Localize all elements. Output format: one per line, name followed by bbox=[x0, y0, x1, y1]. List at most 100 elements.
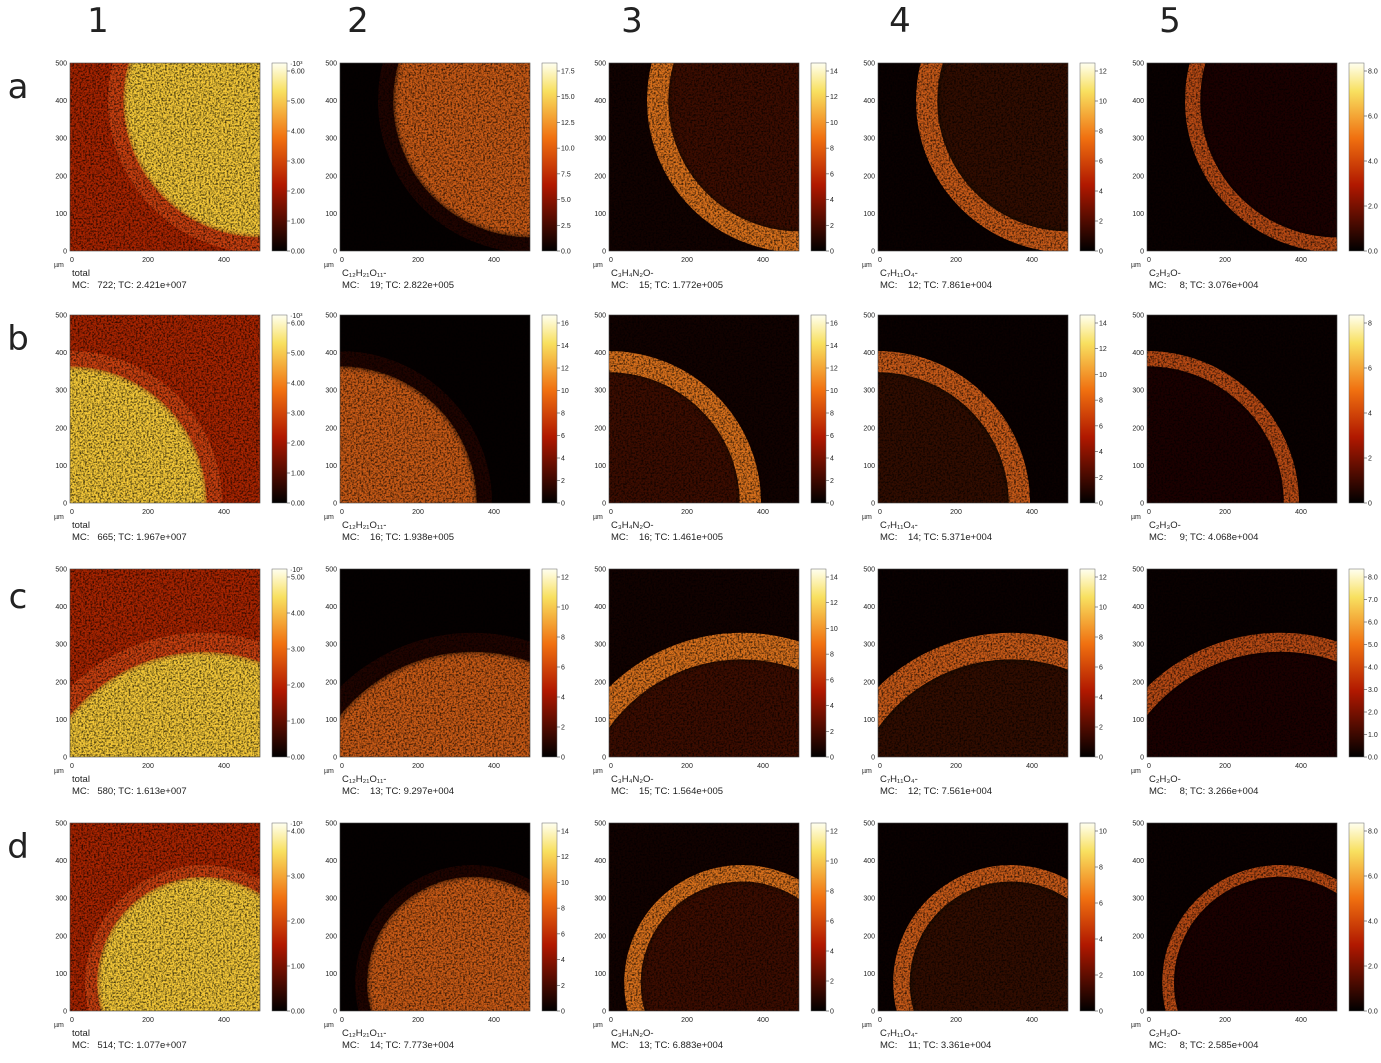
colorbar-tick-label: 8.0 bbox=[1368, 69, 1378, 76]
x-tick-label: 0 bbox=[878, 257, 882, 264]
colorbar-tick-label: 4.00 bbox=[291, 611, 305, 618]
y-tick-label: 400 bbox=[594, 350, 606, 357]
colorbar bbox=[1349, 823, 1364, 1011]
x-tick-label: 400 bbox=[1026, 509, 1038, 516]
x-tick-label: 200 bbox=[681, 509, 693, 516]
speckle bbox=[609, 569, 799, 757]
y-tick-label: 300 bbox=[863, 388, 875, 395]
colorbar-tick-label: 6.0 bbox=[1368, 874, 1378, 881]
speckle bbox=[1147, 63, 1337, 251]
colorbar-tick-label: 0.0 bbox=[1368, 755, 1378, 762]
y-tick-label: 200 bbox=[55, 173, 67, 180]
column-label: 1 bbox=[87, 1, 109, 41]
y-tick-label: 100 bbox=[55, 463, 67, 470]
colorbar-tick-label: 2 bbox=[561, 478, 565, 485]
ion-image bbox=[1147, 0, 1381, 251]
axis-unit: µm bbox=[324, 514, 334, 521]
colorbar-tick-label: 10 bbox=[561, 388, 569, 395]
x-tick-label: 0 bbox=[1147, 257, 1151, 264]
column-label: 5 bbox=[1159, 1, 1181, 41]
colorbar-tick-label: 0 bbox=[830, 1009, 834, 1016]
y-tick-label: 300 bbox=[1132, 642, 1144, 649]
axis-unit: µm bbox=[1131, 768, 1141, 775]
x-tick-label: 200 bbox=[950, 763, 962, 770]
colorbar-tick-label: 12 bbox=[1099, 69, 1107, 76]
colorbar-tick-label: 0 bbox=[1099, 249, 1103, 256]
y-tick-label: 400 bbox=[55, 604, 67, 611]
colorbar-tick-label: 10 bbox=[1099, 605, 1107, 612]
y-tick-label: 400 bbox=[55, 350, 67, 357]
speckle bbox=[1147, 823, 1337, 1011]
colorbar-tick-label: 2.00 bbox=[291, 919, 305, 926]
y-tick-label: 300 bbox=[594, 136, 606, 143]
colorbar bbox=[811, 63, 826, 251]
y-tick-label: 300 bbox=[55, 136, 67, 143]
colorbar-tick-label: 6.0 bbox=[1368, 620, 1378, 627]
y-tick-label: 100 bbox=[863, 971, 875, 978]
axis-unit: µm bbox=[593, 514, 603, 521]
scale-exponent: ·10³ bbox=[290, 313, 303, 320]
x-tick-label: 0 bbox=[340, 257, 344, 264]
colorbar-tick-label: 6 bbox=[1099, 159, 1103, 166]
colorbar-tick-label: 3.00 bbox=[291, 411, 305, 418]
y-tick-label: 200 bbox=[594, 173, 606, 180]
x-tick-label: 0 bbox=[1147, 763, 1151, 770]
colorbar-tick-label: 8 bbox=[830, 652, 834, 659]
scale-exponent: ·10³ bbox=[290, 821, 303, 828]
x-tick-label: 200 bbox=[681, 257, 693, 264]
colorbar-tick-label: 6 bbox=[830, 171, 834, 178]
colorbar-tick-label: 2 bbox=[1099, 973, 1103, 980]
stats: MC: 8; TC: 2.585e+004 bbox=[1149, 1040, 1258, 1051]
colorbar-tick-label: 14 bbox=[561, 829, 569, 836]
x-tick-label: 400 bbox=[488, 509, 500, 516]
stats: MC: 665; TC: 1.967e+007 bbox=[72, 532, 187, 543]
x-tick-label: 0 bbox=[340, 763, 344, 770]
axis-unit: µm bbox=[54, 768, 64, 775]
y-tick-label: 0 bbox=[1140, 501, 1144, 508]
row-label: d bbox=[7, 827, 29, 867]
y-tick-label: 200 bbox=[863, 933, 875, 940]
colorbar-tick-label: 4.0 bbox=[1368, 665, 1378, 672]
x-tick-label: 0 bbox=[609, 509, 613, 516]
x-tick-label: 0 bbox=[70, 763, 74, 770]
y-tick-label: 500 bbox=[55, 313, 67, 320]
speckle bbox=[609, 823, 799, 1011]
colorbar-tick-label: 8 bbox=[830, 146, 834, 153]
species: C₁₂H₂₁O₁₁- bbox=[342, 774, 386, 785]
row-label: b bbox=[7, 319, 29, 359]
colorbar-tick-label: 12.5 bbox=[561, 120, 575, 127]
colorbar-tick-label: 3.00 bbox=[291, 647, 305, 654]
x-tick-label: 0 bbox=[1147, 509, 1151, 516]
y-tick-label: 100 bbox=[1132, 463, 1144, 470]
y-tick-label: 300 bbox=[325, 642, 337, 649]
y-tick-label: 500 bbox=[325, 567, 337, 574]
y-tick-label: 100 bbox=[325, 211, 337, 218]
colorbar bbox=[272, 63, 287, 251]
colorbar-tick-label: 0 bbox=[830, 755, 834, 762]
colorbar-tick-label: 6 bbox=[830, 433, 834, 440]
y-tick-label: 500 bbox=[863, 61, 875, 68]
colorbar-tick-label: 1.00 bbox=[291, 219, 305, 226]
colorbar bbox=[1080, 63, 1095, 251]
y-tick-label: 500 bbox=[863, 313, 875, 320]
y-tick-label: 100 bbox=[325, 717, 337, 724]
axis-unit: µm bbox=[862, 768, 872, 775]
species: C₇H₁₁O₄- bbox=[880, 520, 918, 531]
y-tick-label: 200 bbox=[1132, 173, 1144, 180]
y-tick-label: 0 bbox=[1140, 1009, 1144, 1016]
y-tick-label: 0 bbox=[63, 501, 67, 508]
colorbar-tick-label: 12 bbox=[1099, 575, 1107, 582]
colorbar bbox=[272, 823, 287, 1011]
stats: MC: 19; TC: 2.822e+005 bbox=[342, 280, 454, 291]
x-tick-label: 400 bbox=[218, 257, 230, 264]
y-tick-label: 0 bbox=[871, 501, 875, 508]
y-tick-label: 500 bbox=[863, 567, 875, 574]
x-tick-label: 0 bbox=[609, 257, 613, 264]
y-tick-label: 200 bbox=[325, 679, 337, 686]
y-tick-label: 500 bbox=[325, 61, 337, 68]
colorbar-tick-label: 6 bbox=[561, 931, 565, 938]
axis-unit: µm bbox=[593, 262, 603, 269]
x-tick-label: 0 bbox=[70, 1017, 74, 1024]
colorbar bbox=[811, 315, 826, 503]
colorbar-tick-label: 1.00 bbox=[291, 964, 305, 971]
